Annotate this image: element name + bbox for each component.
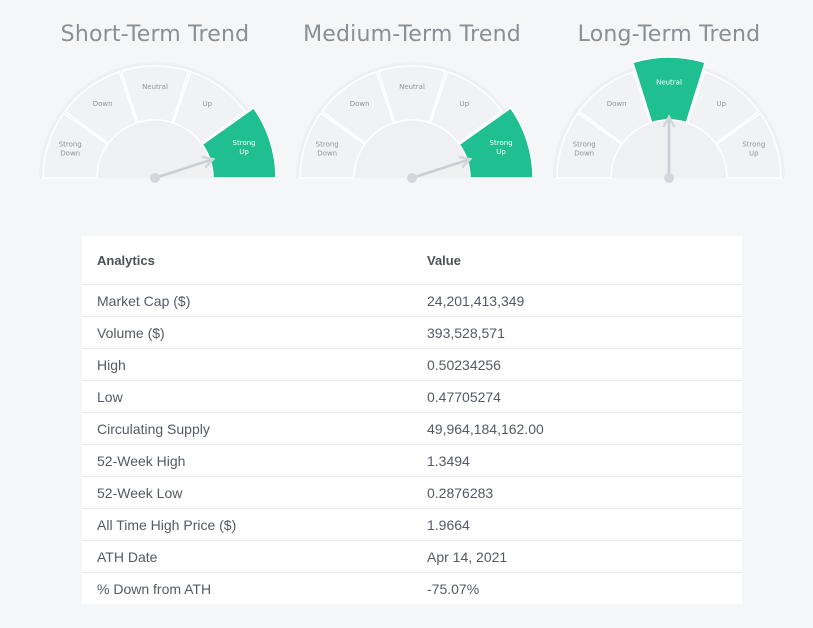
gauge-segment (201, 106, 277, 179)
row-value: 0.47705274 (427, 388, 501, 405)
gauge-segment-label: Down (350, 100, 370, 108)
row-label: Circulating Supply (97, 420, 210, 437)
gauge-segment-label: Strong Up (742, 140, 765, 157)
gauge-segment (377, 65, 447, 124)
gauge-segment (120, 65, 190, 124)
row-value: 1.3494 (427, 452, 470, 469)
gauge-needle (410, 157, 472, 180)
gauge-segment-label: Strong Down (59, 140, 82, 157)
gauge-segment (578, 70, 652, 145)
row-value: 24,201,413,349 (427, 292, 525, 309)
table-row: All Time High Price ($) 1.9664 (82, 508, 742, 540)
gauge-svg: Strong Down Down Neutral Up Strong Up (553, 56, 785, 183)
table-row: 52-Week High 1.3494 (82, 444, 742, 476)
gauge-segment (64, 70, 138, 145)
table-header: Analytics Value (82, 236, 742, 284)
row-value: 0.50234256 (427, 356, 501, 373)
gauge-segment-label: Up (717, 100, 727, 108)
row-label: All Time High Price ($) (97, 516, 237, 533)
gauge-segment (42, 112, 109, 179)
gauge-segment-label: Up (460, 100, 470, 108)
gauge-hub (150, 173, 160, 183)
analytics-table: Analytics Value Market Cap ($) 24,201,41… (82, 236, 742, 604)
gauge-segment (429, 70, 503, 145)
gauge-svg: Strong Down Down Neutral Up Strong Up (39, 62, 277, 183)
table-row: ATH Date Apr 14, 2021 (82, 540, 742, 572)
gauge-title: Medium-Term Trend (303, 22, 521, 47)
table-row: Circulating Supply 49,964,184,162.00 (82, 412, 742, 444)
row-label: Market Cap ($) (97, 292, 191, 309)
gauge-segment-label: Neutral (142, 83, 168, 91)
gauge-segment (172, 70, 246, 145)
gauge-segment (458, 106, 534, 179)
row-value: 1.9664 (427, 516, 470, 533)
gauge-needle (153, 157, 215, 180)
table-row: % Down from ATH -75.07% (82, 572, 742, 604)
row-label: Low (97, 388, 123, 405)
row-label: 52-Week Low (97, 484, 183, 501)
gauge-segment-label: Strong Up (233, 139, 256, 156)
gauge-segment-label: Strong Down (573, 140, 596, 157)
row-value: 393,528,571 (427, 324, 505, 341)
column-header-value: Value (427, 252, 461, 268)
gauge-segment (686, 70, 760, 145)
row-label: 52-Week High (97, 452, 186, 469)
table-row: Volume ($) 393,528,571 (82, 316, 742, 348)
gauge-segment-label: Neutral (399, 83, 425, 91)
gauge-short-term: Short-Term Trend Strong Down Down Neutral Up… (25, 0, 285, 200)
gauge-title: Short-Term Trend (60, 22, 250, 47)
gauge-medium-term: Medium-Term Trend Strong Down Down Neutral U… (282, 0, 542, 200)
gauge-segment (299, 112, 366, 179)
gauge-segment (715, 112, 782, 179)
gauge-segment-label: Strong Down (316, 140, 339, 157)
row-value: 0.2876283 (427, 484, 494, 501)
table-row: Market Cap ($) 24,201,413,349 (82, 284, 742, 316)
gauge-segment-label: Down (93, 100, 113, 108)
gauge-svg: Strong Down Down Neutral Up Strong Up (296, 62, 534, 183)
gauge-needle-arrowhead (201, 155, 216, 168)
gauge-segment-label: Strong Up (490, 139, 513, 156)
table-row: 52-Week Low 0.2876283 (82, 476, 742, 508)
row-label: Volume ($) (97, 324, 165, 341)
column-header-analytics: Analytics (97, 252, 155, 268)
gauge-segment-label: Neutral (656, 79, 682, 87)
table-row: Low 0.47705274 (82, 380, 742, 412)
gauge-segment (631, 56, 707, 124)
row-label: ATH Date (97, 548, 158, 565)
table-row: High 0.50234256 (82, 348, 742, 380)
row-value: 49,964,184,162.00 (427, 420, 544, 437)
gauge-hub (664, 173, 674, 183)
row-label: High (97, 356, 126, 373)
gauge-segment (321, 70, 395, 145)
gauge-segment (556, 112, 623, 179)
gauge-segment-label: Up (203, 100, 213, 108)
row-value: Apr 14, 2021 (427, 548, 508, 565)
row-label: % Down from ATH (97, 580, 212, 597)
row-value: -75.07% (427, 580, 480, 597)
gauge-long-term: Long-Term Trend Strong Down Down Neutral Up S… (539, 0, 799, 200)
gauge-segment-label: Down (607, 100, 627, 108)
gauge-title: Long-Term Trend (577, 22, 761, 47)
gauge-needle-arrowhead (458, 155, 473, 168)
gauge-needle-arrowhead (662, 114, 676, 128)
gauge-hub (407, 173, 417, 183)
